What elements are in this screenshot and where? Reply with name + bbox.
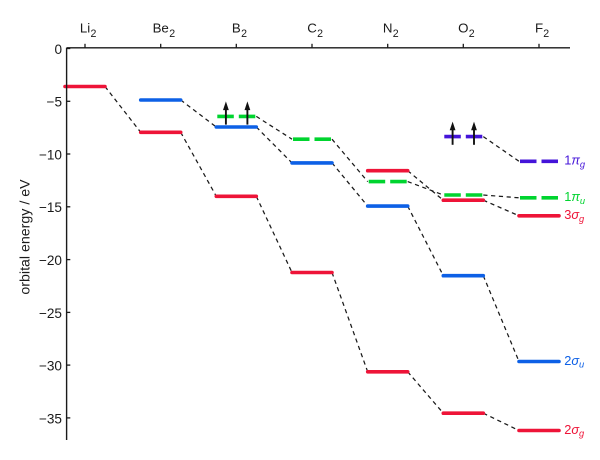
svg-text:1πg: 1πg [564,153,586,170]
svg-text:−25: −25 [39,306,62,321]
svg-text:−20: −20 [39,253,62,268]
svg-text:2σu: 2σu [564,353,584,370]
svg-text:F: F [535,21,543,36]
svg-text:2: 2 [543,28,549,40]
svg-text:B: B [232,21,241,36]
svg-text:0: 0 [54,42,62,57]
svg-text:−35: −35 [39,411,62,426]
svg-text:2: 2 [91,28,97,40]
svg-text:Be: Be [153,21,169,36]
svg-text:N: N [383,21,393,36]
svg-text:−15: −15 [39,200,62,215]
svg-text:2σg: 2σg [564,422,585,439]
svg-text:−5: −5 [47,95,63,110]
svg-text:2: 2 [169,28,175,40]
svg-text:2: 2 [393,28,399,40]
svg-text:1πu: 1πu [564,189,585,206]
svg-text:C: C [307,21,317,36]
svg-text:3σg: 3σg [564,207,585,224]
svg-text:2: 2 [241,28,247,40]
svg-text:−30: −30 [39,359,62,374]
svg-text:−10: −10 [39,147,62,162]
svg-text:O: O [458,21,468,36]
svg-text:2: 2 [317,28,323,40]
svg-text:orbital energy / eV: orbital energy / eV [18,179,34,295]
svg-text:2: 2 [469,28,475,40]
svg-text:Li: Li [80,21,90,36]
